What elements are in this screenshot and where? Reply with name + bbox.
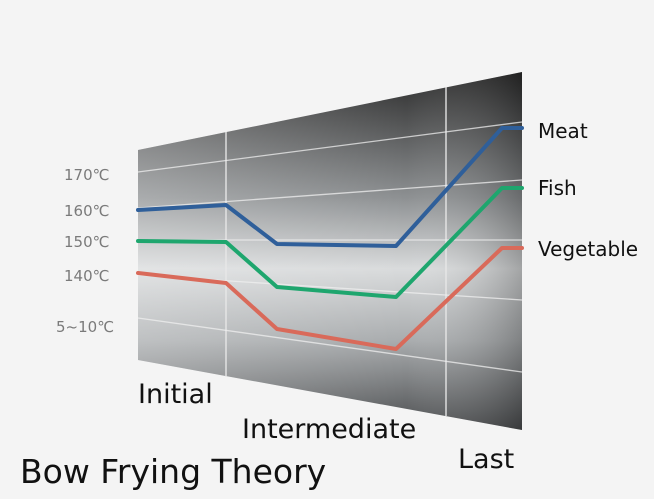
level-gridlines — [137, 121, 523, 373]
category-last: Last — [458, 444, 514, 475]
series-label-fish: Fish — [538, 176, 577, 200]
y-tick-150: 150℃ — [64, 233, 109, 251]
y-tick-140: 140℃ — [64, 267, 109, 285]
y-tick-170: 170℃ — [64, 166, 109, 184]
series-line-fish — [136, 186, 524, 299]
series-label-meat: Meat — [538, 119, 588, 143]
category-labels: Initial Intermediate Last — [138, 379, 514, 475]
chart-panel-shade — [138, 72, 522, 430]
series-line-meat — [136, 126, 524, 248]
chart-title: Bow Frying Theory — [20, 452, 326, 491]
y-axis-labels: 170℃ 160℃ 150℃ 140℃ 5~10℃ — [56, 166, 114, 336]
series-label-vegetable: Vegetable — [538, 237, 638, 261]
y-tick-160: 160℃ — [64, 202, 109, 220]
y-tick-5-10: 5~10℃ — [56, 318, 114, 336]
series-layer — [136, 126, 524, 351]
series-labels: Meat Fish Vegetable — [538, 119, 638, 261]
category-initial: Initial — [138, 379, 213, 410]
series-line-vegetable — [136, 246, 524, 351]
category-intermediate: Intermediate — [242, 414, 416, 445]
